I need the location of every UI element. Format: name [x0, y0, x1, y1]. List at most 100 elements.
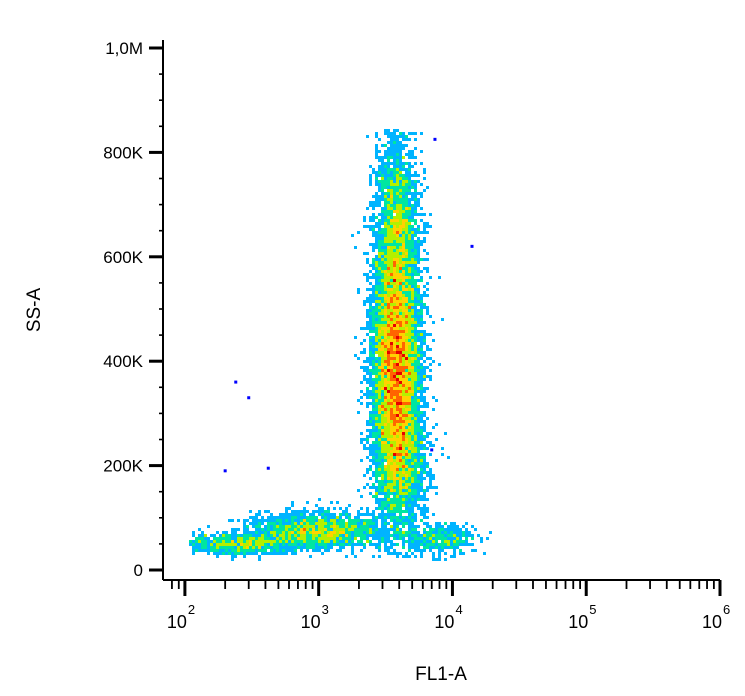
density-cell	[396, 402, 399, 405]
density-cell	[387, 492, 390, 495]
density-cell	[423, 303, 426, 306]
density-cell	[402, 234, 405, 237]
density-cell	[321, 552, 324, 555]
density-cell	[423, 291, 426, 294]
density-cell	[384, 261, 387, 264]
density-cell	[234, 531, 237, 534]
density-cell	[369, 342, 372, 345]
density-cell	[390, 336, 393, 339]
density-cell	[369, 453, 372, 456]
density-cell	[411, 291, 414, 294]
density-cell	[393, 312, 396, 315]
density-cell	[405, 291, 408, 294]
density-cell	[234, 549, 237, 552]
density-cell	[405, 285, 408, 288]
density-cell	[408, 291, 411, 294]
density-cell	[414, 474, 417, 477]
density-cell	[381, 180, 384, 183]
density-cell	[423, 411, 426, 414]
density-cell	[399, 387, 402, 390]
density-cell	[375, 459, 378, 462]
density-cell	[435, 492, 438, 495]
density-cell	[399, 291, 402, 294]
density-cell	[420, 369, 423, 372]
density-cell	[396, 459, 399, 462]
density-cell	[399, 489, 402, 492]
density-cell	[420, 213, 423, 216]
density-cell	[408, 450, 411, 453]
density-cell	[306, 531, 309, 534]
density-cell	[396, 303, 399, 306]
density-cell	[390, 294, 393, 297]
density-cell	[378, 303, 381, 306]
density-cell	[414, 546, 417, 549]
density-cell	[369, 417, 372, 420]
density-cell	[366, 381, 369, 384]
y-tick-label: 0	[134, 561, 143, 580]
density-cell	[384, 165, 387, 168]
density-cell	[369, 465, 372, 468]
density-cell	[303, 513, 306, 516]
density-cell	[372, 423, 375, 426]
density-cell	[357, 489, 360, 492]
outlier-point	[223, 469, 227, 473]
density-cell	[423, 402, 426, 405]
density-cell	[387, 255, 390, 258]
density-cell	[402, 294, 405, 297]
density-cell	[429, 369, 432, 372]
density-cell	[402, 543, 405, 546]
density-cell	[315, 525, 318, 528]
density-cell	[339, 519, 342, 522]
density-cell	[387, 243, 390, 246]
density-cell	[363, 519, 366, 522]
density-cell	[453, 537, 456, 540]
density-cell	[381, 267, 384, 270]
density-cell	[396, 378, 399, 381]
density-cell	[381, 156, 384, 159]
density-cell	[366, 258, 369, 261]
density-cell	[372, 312, 375, 315]
density-cell	[390, 468, 393, 471]
density-cell	[462, 540, 465, 543]
density-cell	[384, 540, 387, 543]
density-cell	[399, 426, 402, 429]
density-cell	[372, 525, 375, 528]
density-cell	[405, 387, 408, 390]
density-cell	[321, 507, 324, 510]
density-cell	[333, 540, 336, 543]
density-cell	[228, 519, 231, 522]
density-cell	[411, 285, 414, 288]
density-cell	[444, 558, 447, 561]
density-cell	[381, 306, 384, 309]
density-cell	[375, 411, 378, 414]
density-cell	[414, 348, 417, 351]
density-cell	[372, 204, 375, 207]
density-cell	[414, 186, 417, 189]
density-cell	[414, 243, 417, 246]
density-cell	[405, 177, 408, 180]
density-cell	[426, 435, 429, 438]
density-cell	[441, 549, 444, 552]
density-cell	[381, 285, 384, 288]
density-cell	[255, 531, 258, 534]
density-cell	[375, 453, 378, 456]
density-cell	[261, 546, 264, 549]
density-cell	[408, 258, 411, 261]
density-cell	[474, 528, 477, 531]
density-cell	[408, 528, 411, 531]
density-cell	[420, 513, 423, 516]
density-cell	[261, 516, 264, 519]
density-cell	[375, 450, 378, 453]
density-cell	[384, 285, 387, 288]
density-cell	[288, 540, 291, 543]
density-cell	[372, 330, 375, 333]
density-cell	[414, 543, 417, 546]
density-cell	[294, 546, 297, 549]
density-cell	[387, 192, 390, 195]
density-cell	[402, 282, 405, 285]
density-cell	[393, 513, 396, 516]
density-cell	[375, 312, 378, 315]
density-cell	[381, 339, 384, 342]
density-cell	[417, 198, 420, 201]
